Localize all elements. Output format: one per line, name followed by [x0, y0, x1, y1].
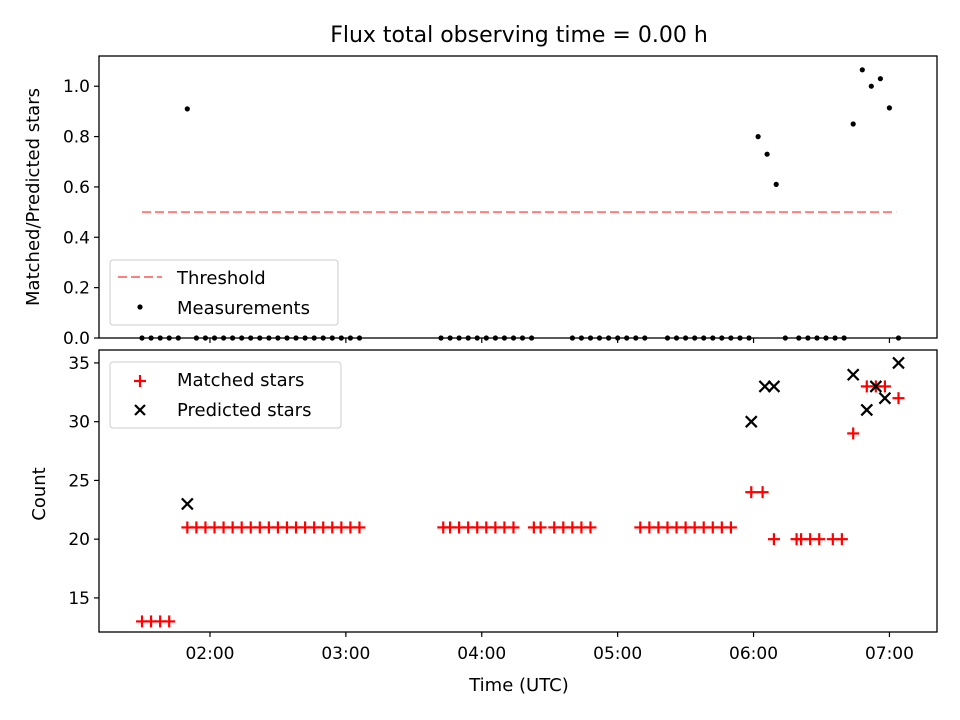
- predicted-stars-point: [767, 380, 781, 393]
- bottom-y-tick-label: 35: [68, 354, 90, 374]
- predicted-stars-point: [745, 415, 758, 428]
- legend-predicted-label: Predicted stars: [177, 400, 311, 421]
- predicted-stars-point: [181, 497, 194, 511]
- predicted-stars-point: [846, 368, 860, 381]
- legend-measurements-label: Measurements: [177, 298, 310, 319]
- matched-stars-point: [847, 427, 860, 440]
- bottom-legend-box: [109, 361, 342, 429]
- measurement-point: [755, 134, 761, 140]
- measurement-point: [764, 151, 770, 157]
- top-y-tick-label: 0.0: [63, 329, 90, 349]
- legend-matched-swatch: [134, 375, 146, 387]
- measurement-point: [886, 105, 893, 111]
- measurement-point: [850, 121, 856, 127]
- measurement-point: [773, 181, 779, 187]
- top-legend-box: [109, 259, 339, 326]
- matched-stars-point: [767, 533, 780, 546]
- figure-title: Flux total observing time = 0.00 h: [330, 23, 708, 48]
- top-legend: Threshold Measurements: [109, 259, 339, 326]
- matched-stars-point: [813, 533, 826, 546]
- matched-stars-point: [507, 521, 520, 534]
- matched-stars-point: [878, 380, 891, 393]
- bottom-plot-frame: [98, 349, 938, 633]
- matched-stars-point: [756, 486, 769, 499]
- predicted-stars-point: [878, 391, 892, 405]
- predicted-stars-point: [758, 380, 772, 393]
- matched-stars-point: [835, 533, 848, 546]
- measurement-point: [877, 76, 884, 82]
- bottom-legend: Matched stars Predicted stars: [109, 361, 342, 429]
- top-y-tick-label: 1.0: [63, 77, 90, 97]
- bottom-x-axis-label: Time (UTC): [468, 675, 569, 696]
- matched-stars-point: [724, 521, 737, 534]
- bottom-y-axis-label: Count: [29, 467, 50, 520]
- legend-predicted-swatch: [134, 404, 146, 416]
- top-y-tick-label: 0.6: [63, 178, 90, 198]
- bottom-x-tick-label: 06:00: [729, 644, 778, 664]
- bottom-panel-count-plot: 15 20 25 30 35 02:00 03:00 04:00 05:00 06:00 07:0…: [29, 349, 938, 696]
- top-y-tick-label: 0.4: [63, 228, 90, 248]
- measurement-point: [859, 67, 865, 73]
- top-y-axis-label: Matched/Predicted stars: [23, 88, 44, 306]
- legend-matched-label: Matched stars: [177, 370, 304, 391]
- matched-stars-point: [584, 521, 597, 534]
- matched-stars-point: [163, 615, 176, 628]
- matched-stars-point: [892, 392, 905, 405]
- bottom-x-tick-label: 04:00: [457, 644, 506, 664]
- bottom-y-tick-label: 30: [68, 413, 90, 433]
- predicted-stars-point: [869, 380, 883, 393]
- top-y-tick-label: 0.8: [63, 128, 90, 148]
- measurement-point: [868, 83, 874, 89]
- matched-stars-point: [353, 521, 366, 534]
- measurement-point: [184, 106, 190, 112]
- top-plot-frame: [98, 55, 938, 339]
- bottom-x-tick-label: 03:00: [321, 644, 370, 664]
- bottom-x-tick-label: 02:00: [185, 644, 234, 664]
- legend-threshold-label: Threshold: [176, 268, 266, 289]
- predicted-stars-point: [892, 356, 905, 370]
- top-panel-ratio-plot: 0.0 0.2 0.4 0.6 0.8 1.0 Matched/Predicted sta…: [23, 55, 938, 349]
- top-y-tick-label: 0.2: [63, 279, 90, 299]
- matched-stars-point: [745, 486, 758, 499]
- predicted-stars-point: [860, 403, 874, 417]
- bottom-x-tick-label: 07:00: [865, 644, 914, 664]
- matched-stars-point: [534, 521, 547, 534]
- legend-measurements-swatch: [137, 304, 143, 310]
- bottom-y-tick-label: 20: [68, 530, 90, 550]
- bottom-y-tick-label: 25: [68, 471, 90, 491]
- bottom-x-tick-label: 05:00: [593, 644, 642, 664]
- bottom-y-tick-label: 15: [68, 589, 90, 609]
